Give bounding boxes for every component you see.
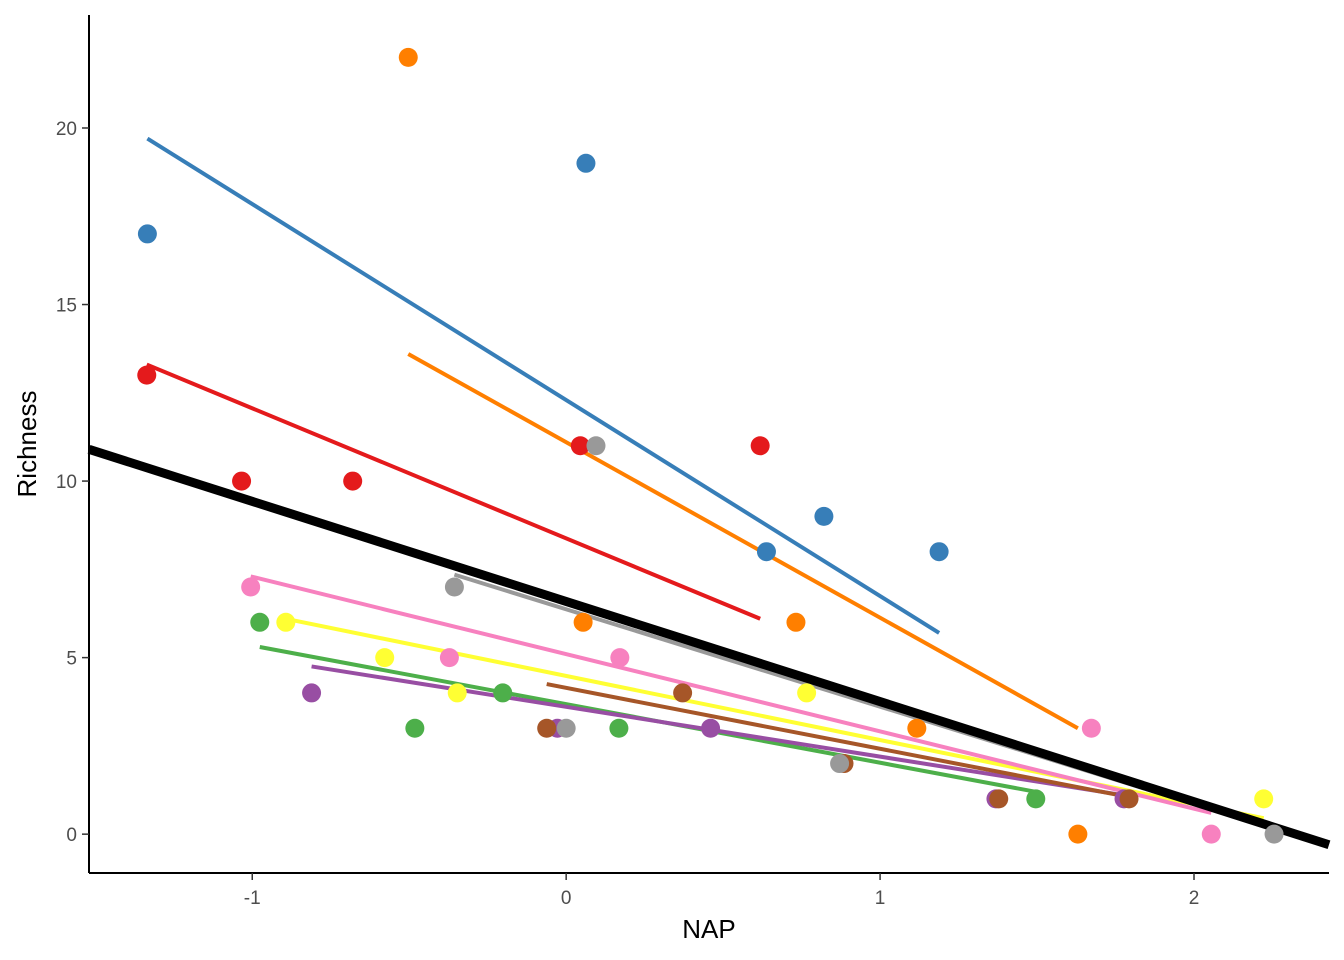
data-point [1201,824,1221,844]
data-point [398,47,418,67]
data-point [673,683,693,703]
data-point [573,612,593,632]
series-fit-line [146,136,941,635]
data-point [405,718,425,738]
data-point [830,754,850,774]
x-axis-ticks: -1 0 1 2 [244,873,1200,909]
series-fit-line [407,352,1079,730]
y-tick-label: 10 [56,472,77,493]
overall-fit-line [87,445,1331,850]
y-tick-label: 15 [56,296,77,317]
data-point [610,648,630,668]
x-tick-label: -1 [244,888,261,909]
data-point [786,612,806,632]
series-fit-line [250,574,1212,815]
y-axis-ticks: 0 5 10 15 20 [56,119,89,846]
data-point [1254,789,1274,809]
overall-fit-line-group [87,445,1331,850]
data-point [493,683,513,703]
data-point [1081,718,1101,738]
data-point [797,683,817,703]
data-point [609,718,629,738]
x-tick-label: 2 [1189,888,1200,909]
data-point [232,471,252,491]
x-tick-label: 0 [561,888,572,909]
data-point [537,718,557,738]
data-point [1119,789,1139,809]
y-tick-label: 0 [66,825,77,846]
data-point [701,718,721,738]
data-point [302,683,322,703]
data-point [556,718,576,738]
data-point [1264,824,1284,844]
data-point [241,577,261,597]
data-points [137,47,1284,844]
data-point [444,577,464,597]
data-point [447,683,467,703]
series-fit-line [145,362,761,621]
data-point [570,436,590,456]
series-fit-line [546,682,1130,800]
x-axis-title: NAP [682,914,735,944]
data-point [137,365,157,385]
data-point [929,542,949,562]
data-point [1026,789,1046,809]
data-point [750,436,770,456]
data-point [137,224,157,244]
data-point [989,789,1009,809]
y-tick-label: 5 [66,649,77,670]
data-point [586,436,606,456]
data-point [576,153,596,173]
data-point [814,506,834,526]
axes: -1 0 1 2 0 5 10 15 20 [56,15,1329,909]
data-point [756,542,776,562]
data-point [1068,824,1088,844]
data-point [250,612,270,632]
data-point [907,718,927,738]
y-axis-title: Richness [12,391,42,498]
data-point [375,648,395,668]
data-point [276,612,296,632]
x-tick-label: 1 [875,888,886,909]
data-point [439,648,459,668]
data-point [343,471,363,491]
y-tick-label: 20 [56,119,77,140]
